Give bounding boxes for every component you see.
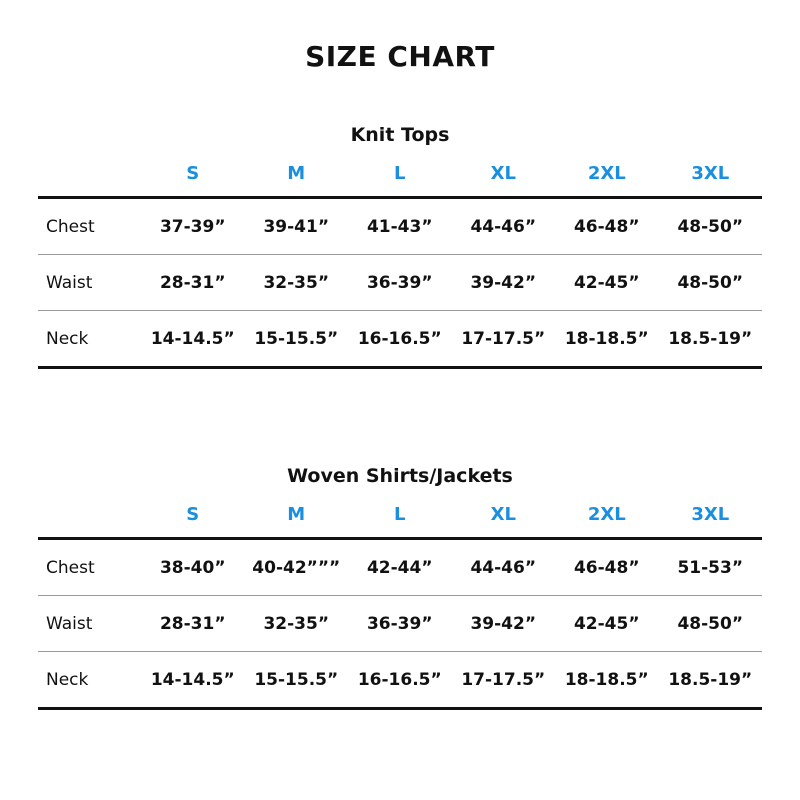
measurement-cell: 18-18.5” [555,651,659,710]
measurement-cell: 37-39” [141,197,245,255]
measurement-cell: 14-14.5” [141,651,245,710]
measurement-cell: 32-35” [244,595,348,652]
measurement-cell: 46-48” [555,538,659,596]
size-header: L [394,162,406,184]
measurement-cell: 18.5-19” [658,310,762,369]
measurement-cell: 42-44” [348,538,452,596]
size-header: S [186,503,200,525]
size-header: 2XL [587,162,626,184]
size-header-row: S M L XL 2XL 3XL [38,150,762,198]
section-title: Woven Shirts/Jackets [287,465,513,487]
measurement-cell: 48-50” [658,595,762,652]
page-title: SIZE CHART [305,40,495,73]
size-header: S [186,162,200,184]
row-label: Neck [38,651,141,710]
table-row: Neck 14-14.5” 15-15.5” 16-16.5” 17-17.5” 18-1… [38,310,762,369]
measurement-cell: 42-45” [555,595,659,652]
measurement-cell: 48-50” [658,197,762,255]
empty-header [38,491,141,539]
measurement-cell: 44-46” [451,197,555,255]
measurement-cell: 42-45” [555,254,659,311]
size-header: 3XL [691,503,730,525]
measurement-cell: 17-17.5” [451,310,555,369]
measurement-cell: 41-43” [348,197,452,255]
measurement-cell: 40-42””” [244,538,348,596]
row-label: Waist [38,254,141,311]
measurement-cell: 36-39” [348,595,452,652]
size-table: S M L XL 2XL 3XL Chest 38-40” 40-42””” 42-44” 44-4… [38,491,762,710]
size-header: M [287,503,306,525]
size-header: XL [490,503,516,525]
measurement-cell: 28-31” [141,595,245,652]
table-row: Chest 38-40” 40-42””” 42-44” 44-46” 46-48” 51-… [38,538,762,596]
size-header: 2XL [587,503,626,525]
table-row: Waist 28-31” 32-35” 36-39” 39-42” 42-45” 48-50… [38,595,762,652]
size-header: 3XL [691,162,730,184]
measurement-cell: 14-14.5” [141,310,245,369]
measurement-cell: 15-15.5” [244,310,348,369]
measurement-cell: 51-53” [658,538,762,596]
measurement-cell: 39-41” [244,197,348,255]
size-header: XL [490,162,516,184]
measurement-cell: 48-50” [658,254,762,311]
row-label: Waist [38,595,141,652]
section-knit-tops: Knit Tops S M L XL 2XL 3XL Chest 37-39” 39-41” 41-… [38,120,762,369]
measurement-cell: 39-42” [451,254,555,311]
measurement-cell: 18-18.5” [555,310,659,369]
table-row: Waist 28-31” 32-35” 36-39” 39-42” 42-45” 48-50… [38,254,762,311]
size-header-row: S M L XL 2XL 3XL [38,491,762,539]
size-header: M [287,162,306,184]
section-woven-shirts-jackets: Woven Shirts/Jackets S M L XL 2XL 3XL Chest 38-4… [38,461,762,710]
table-row: Chest 37-39” 39-41” 41-43” 44-46” 46-48” 48-50… [38,197,762,255]
size-header: L [394,503,406,525]
row-label: Chest [38,197,141,255]
table-row: Neck 14-14.5” 15-15.5” 16-16.5” 17-17.5” 18-1… [38,651,762,710]
measurement-cell: 16-16.5” [348,310,452,369]
measurement-cell: 36-39” [348,254,452,311]
measurement-cell: 15-15.5” [244,651,348,710]
empty-header [38,150,141,198]
measurement-cell: 46-48” [555,197,659,255]
measurement-cell: 32-35” [244,254,348,311]
measurement-cell: 18.5-19” [658,651,762,710]
measurement-cell: 17-17.5” [451,651,555,710]
measurement-cell: 44-46” [451,538,555,596]
row-label: Neck [38,310,141,369]
size-table: S M L XL 2XL 3XL Chest 37-39” 39-41” 41-43” 44-46”… [38,150,762,369]
measurement-cell: 39-42” [451,595,555,652]
measurement-cell: 16-16.5” [348,651,452,710]
row-label: Chest [38,538,141,596]
measurement-cell: 28-31” [141,254,245,311]
section-title: Knit Tops [350,124,450,146]
measurement-cell: 38-40” [141,538,245,596]
